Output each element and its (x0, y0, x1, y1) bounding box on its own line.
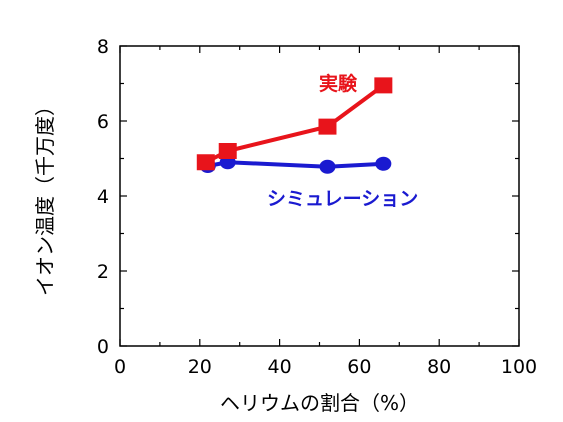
ticks: 0 20 40 60 80 100 0 2 4 6 8 (97, 36, 537, 378)
data-point-square (196, 154, 215, 171)
x-tick-label: 80 (427, 356, 451, 378)
data-point-circle (319, 159, 336, 174)
x-axis-title: ヘリウムの割合（%） (220, 391, 419, 415)
series-line (207, 160, 384, 169)
x-tick-label: 0 (114, 356, 126, 378)
x-tick-label: 20 (188, 356, 212, 378)
y-tick-label: 4 (97, 186, 109, 208)
x-tick-label: 40 (268, 356, 292, 378)
y-axis-title: イオン温度（千万度） (33, 96, 57, 296)
y-tick-label: 0 (97, 336, 109, 358)
series-label-simulation: シミュレーション (267, 188, 418, 210)
y-tick-label: 2 (97, 261, 109, 283)
y-tick-label: 6 (97, 111, 109, 133)
y-tick-label: 8 (97, 36, 109, 58)
data-point-square (318, 118, 337, 135)
x-tick-label: 100 (501, 356, 537, 378)
data-point-circle (375, 156, 392, 171)
series-line (204, 83, 385, 165)
series-layer (196, 77, 393, 174)
data-point-square (374, 77, 393, 94)
series-label-experiment: 実験 (319, 72, 358, 95)
x-tick-label: 60 (347, 356, 371, 378)
series-experiment (196, 77, 393, 171)
data-point-square (218, 143, 237, 159)
